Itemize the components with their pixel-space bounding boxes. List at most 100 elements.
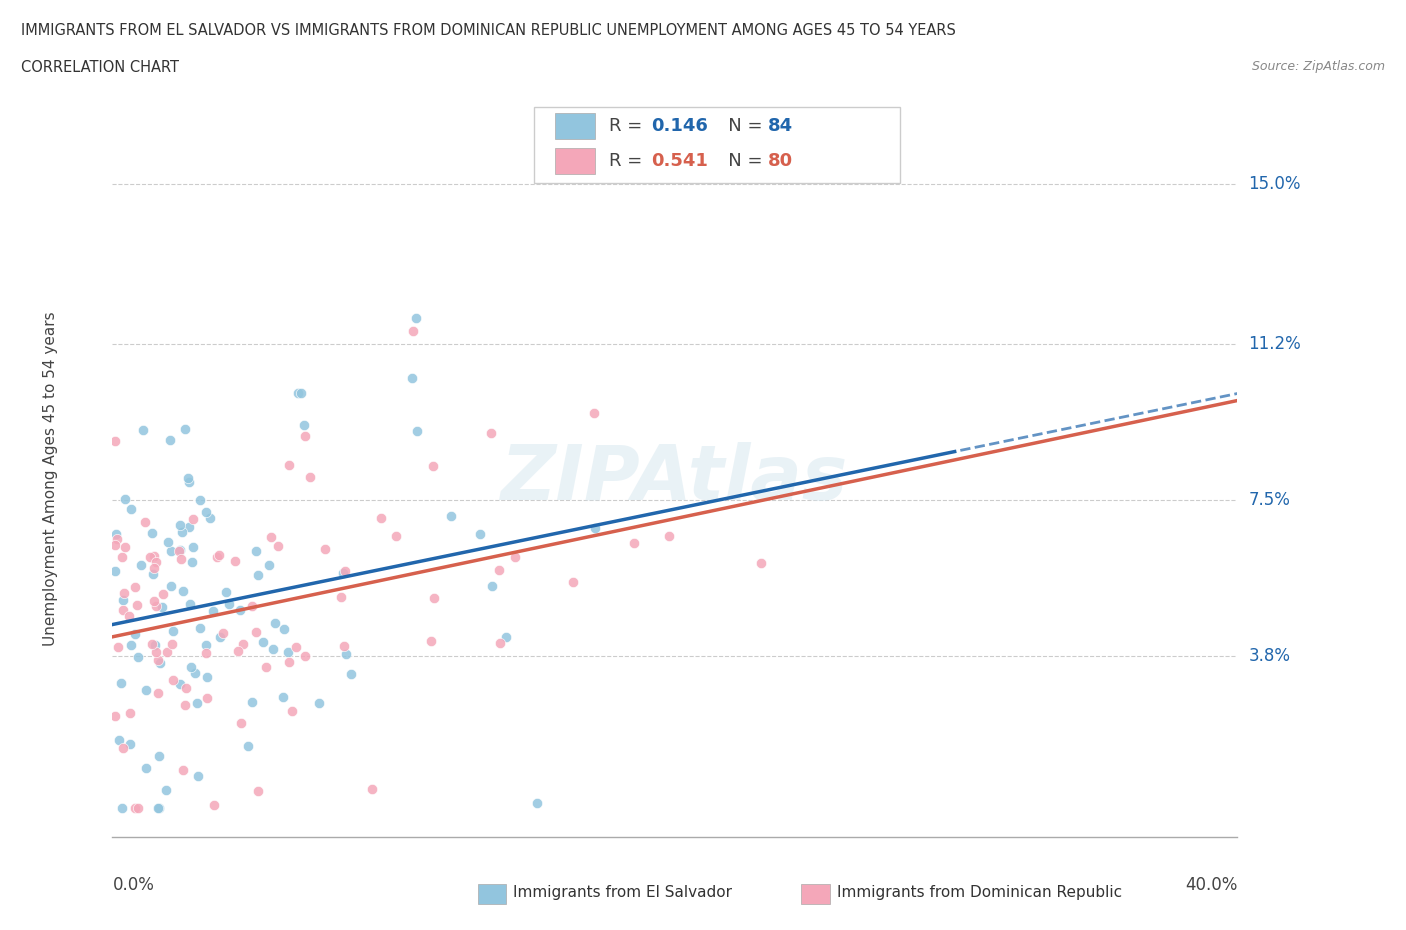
Point (236, 738, 259, 753)
Point (495, 630, 517, 644)
Point (360, 781, 382, 796)
Text: R =: R = (609, 116, 648, 135)
Text: 84: 84 (768, 116, 793, 135)
Point (146, 800, 169, 815)
Point (332, 565, 354, 580)
Point (277, 644, 299, 659)
Point (205, 550, 228, 565)
Point (333, 564, 356, 578)
Point (405, 424, 427, 439)
Point (195, 690, 218, 705)
Point (232, 637, 254, 652)
Point (145, 599, 167, 614)
Text: N =: N = (711, 152, 769, 170)
Point (125, 597, 148, 612)
Point (751, 556, 773, 571)
Point (104, 708, 127, 723)
Point (120, 638, 142, 653)
Point (159, 432, 181, 447)
Point (583, 405, 606, 420)
Point (242, 598, 264, 613)
Point (141, 636, 163, 651)
Point (195, 670, 218, 684)
Point (156, 534, 179, 549)
Point (420, 633, 443, 648)
Point (280, 703, 302, 718)
Point (156, 644, 179, 659)
Point (224, 553, 246, 568)
Text: ZIPAtlas: ZIPAtlas (501, 442, 849, 516)
Point (252, 634, 274, 649)
Point (215, 585, 238, 600)
Text: 80: 80 (768, 152, 793, 170)
Point (170, 525, 193, 539)
Point (162, 623, 184, 638)
Point (658, 528, 681, 543)
Text: Immigrants from Dominican Republic: Immigrants from Dominican Republic (837, 885, 1122, 900)
Text: 3.8%: 3.8% (1249, 647, 1291, 665)
Point (104, 564, 127, 578)
Point (114, 491, 136, 506)
Point (162, 672, 184, 687)
Point (229, 715, 252, 730)
Point (481, 578, 503, 593)
Point (208, 548, 231, 563)
Point (277, 655, 299, 670)
Point (181, 554, 204, 569)
Point (112, 603, 135, 618)
Text: 7.5%: 7.5% (1249, 491, 1291, 509)
Point (299, 470, 322, 485)
Point (104, 538, 127, 552)
Point (145, 644, 167, 659)
Point (273, 689, 295, 704)
Point (160, 543, 183, 558)
Point (111, 549, 134, 564)
Point (141, 525, 163, 540)
Point (150, 600, 173, 615)
Text: Immigrants from El Salvador: Immigrants from El Salvador (513, 885, 733, 900)
Point (401, 371, 423, 386)
Point (107, 639, 129, 654)
Point (209, 630, 232, 644)
Point (200, 510, 222, 525)
Point (152, 586, 174, 601)
Text: Source: ZipAtlas.com: Source: ZipAtlas.com (1251, 60, 1385, 73)
Point (423, 591, 446, 605)
Point (287, 386, 309, 401)
Text: 0.0%: 0.0% (112, 876, 155, 895)
Point (160, 579, 183, 594)
Point (111, 592, 134, 607)
Point (183, 540, 205, 555)
Text: N =: N = (711, 116, 769, 135)
Point (169, 542, 191, 557)
Point (488, 563, 510, 578)
Point (479, 426, 502, 441)
Point (172, 763, 194, 777)
Text: R =: R = (609, 152, 648, 170)
Point (503, 550, 526, 565)
Point (267, 538, 290, 553)
Point (264, 616, 287, 631)
Point (242, 695, 264, 710)
Point (149, 656, 172, 671)
Point (135, 683, 157, 698)
Point (405, 311, 427, 325)
Point (107, 532, 129, 547)
Point (190, 620, 212, 635)
Point (120, 737, 142, 751)
Point (218, 596, 240, 611)
Point (285, 639, 308, 654)
Point (145, 554, 167, 569)
Text: 0.541: 0.541 (651, 152, 707, 170)
Point (245, 543, 267, 558)
Text: 0.146: 0.146 (651, 116, 707, 135)
Point (155, 782, 177, 797)
Point (180, 659, 202, 674)
Point (112, 585, 135, 600)
Point (308, 695, 330, 710)
Point (246, 783, 269, 798)
Point (143, 549, 166, 564)
Point (254, 659, 277, 674)
Point (111, 800, 134, 815)
Point (273, 622, 295, 637)
